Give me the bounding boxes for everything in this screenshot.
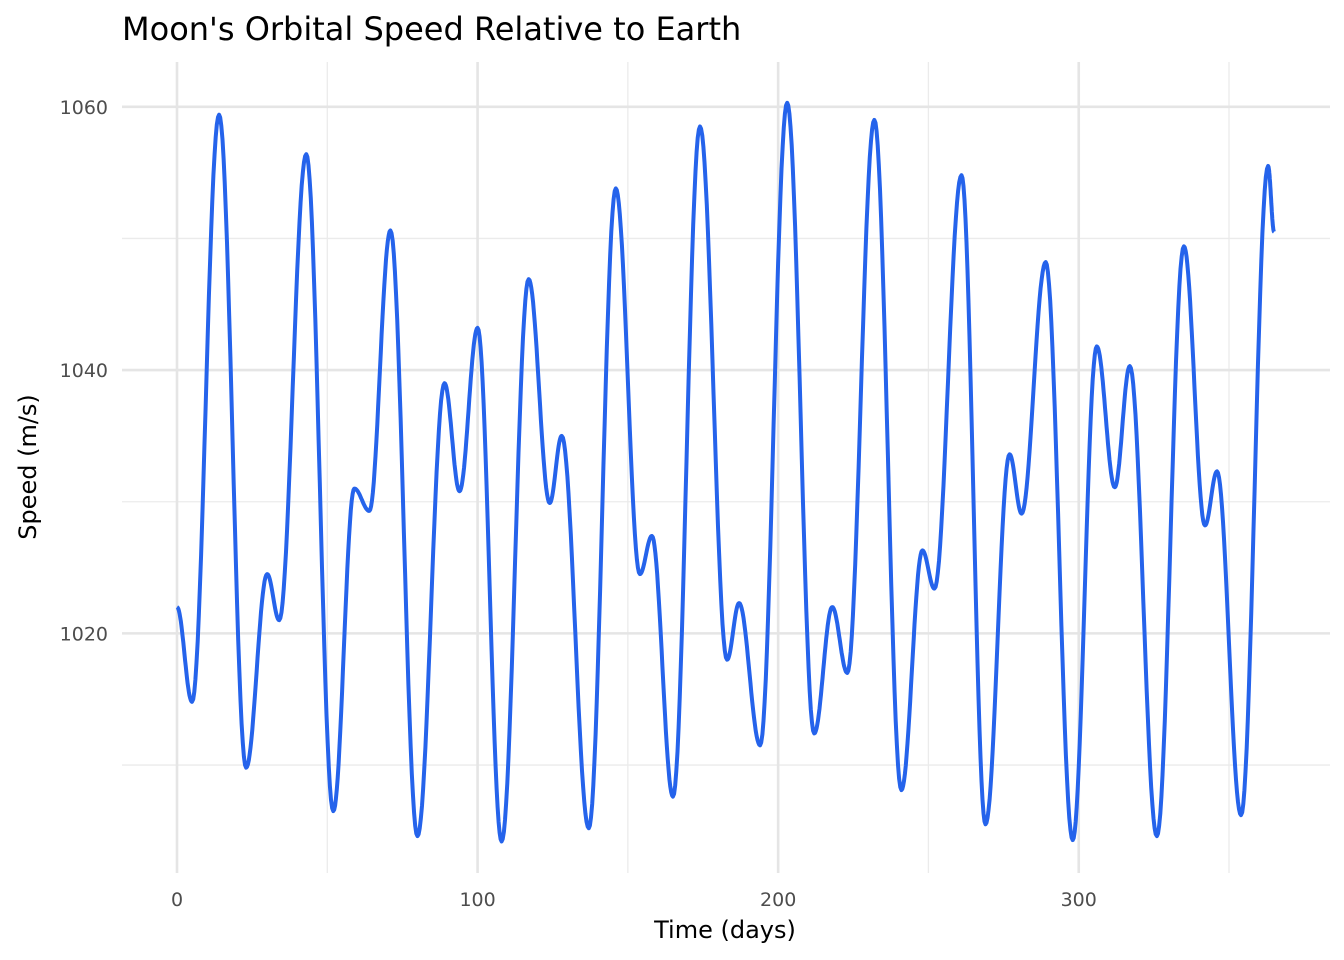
x-tick-label: 0 <box>171 889 183 911</box>
x-tick-label: 100 <box>459 889 495 911</box>
x-axis-label: Time (days) <box>653 916 796 944</box>
y-axis-label: Speed (m/s) <box>14 394 42 540</box>
y-tick-label: 1060 <box>60 97 108 119</box>
y-tick-label: 1040 <box>60 360 108 382</box>
x-axis-ticks: 0 100 200 300 <box>171 889 1097 911</box>
series-line-speed <box>175 100 1276 844</box>
y-tick-label: 1020 <box>60 623 108 645</box>
x-tick-label: 200 <box>760 889 796 911</box>
chart-title: Moon's Orbital Speed Relative to Earth <box>122 10 741 48</box>
x-tick-label: 300 <box>1061 889 1097 911</box>
y-axis-ticks: 1020 1040 1060 <box>60 97 108 646</box>
